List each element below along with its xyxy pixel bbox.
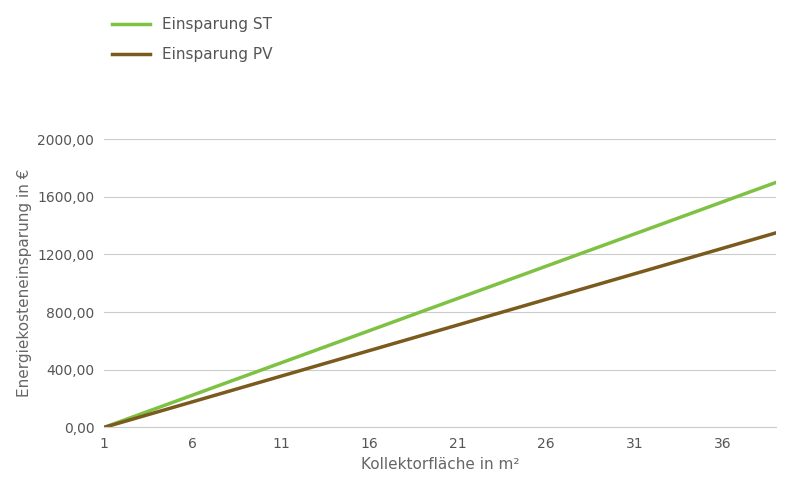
Legend: Einsparung ST, Einsparung PV: Einsparung ST, Einsparung PV [112, 17, 273, 62]
Y-axis label: Energiekosteneinsparung in €: Energiekosteneinsparung in € [17, 169, 31, 398]
X-axis label: Kollektorfläche in m²: Kollektorfläche in m² [361, 457, 519, 472]
